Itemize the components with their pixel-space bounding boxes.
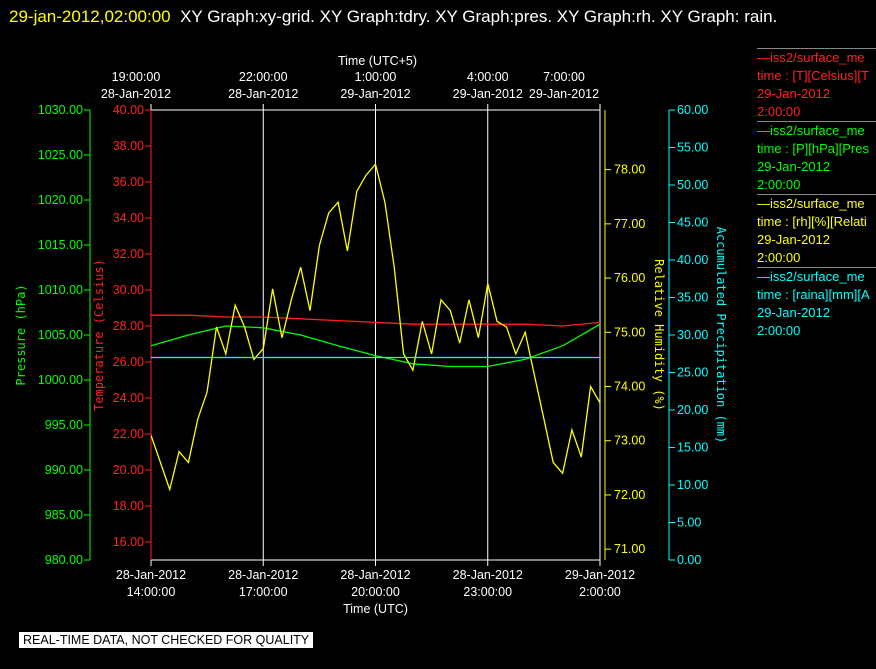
precip-tick-label: 50.00 [677,178,708,192]
x-tick-label-date: 29-Jan-2012 [565,568,635,582]
legend-text: 29-Jan-2012 [757,305,830,320]
temperature-tick-label: 20.00 [113,463,144,477]
precip-axis-title: Accumulated Precipitation (mm) [714,227,728,444]
legend-text: time : [raina][mm][A [757,287,870,302]
pressure-tick-label: 1005.00 [38,328,83,342]
legend-text: 2:00:00 [757,250,801,265]
pressure-tick-label: 990.00 [45,463,83,477]
top-tick-label-time: 22:00:00 [239,70,288,84]
header-timestamp: 29-jan-2012,02:00:00 [9,7,171,26]
pressure-tick-label: 1020.00 [38,193,83,207]
quality-disclaimer: REAL-TIME DATA, NOT CHECKED FOR QUALITY [19,632,314,648]
top-tick-label-time: 7:00:00 [543,70,585,84]
pressure-tick-label: 1010.00 [38,283,83,297]
legend-text: time : [rh][%][Relati [757,214,867,229]
legend-text: 2:00:00 [757,104,801,119]
legend-text: 29-Jan-2012 [757,86,830,101]
humidity-tick-label: 71.00 [614,542,645,556]
humidity-tick-label: 75.00 [614,325,645,339]
precip-tick-label: 25.00 [677,366,708,380]
humidity-axis-title: Relative Humidity (%) [652,259,666,411]
x-tick-label-date: 28-Jan-2012 [453,568,523,582]
legend-text: 2:00:00 [757,323,801,338]
top-tick-label-time: 1:00:00 [355,70,397,84]
temperature-tick-label: 32.00 [113,247,144,261]
temperature-axis-title: Temperature (Celsius) [92,259,106,411]
humidity-tick-label: 78.00 [614,163,645,177]
temperature-tick-label: 22.00 [113,427,144,441]
humidity-tick-label: 74.00 [614,380,645,394]
legend-text: time : [P][hPa][Pres [757,141,869,156]
pressure-tick-label: 995.00 [45,418,83,432]
temperature-tick-label: 34.00 [113,211,144,225]
legend-text: —iss2/surface_me [757,123,865,138]
top-tick-label-date: 29-Jan-2012 [453,87,523,101]
precip-tick-label: 60.00 [677,103,708,117]
pressure-tick-label: 980.00 [45,553,83,567]
series-line-pres [151,323,600,368]
temperature-tick-label: 24.00 [113,391,144,405]
pressure-tick-label: 1015.00 [38,238,83,252]
precip-tick-label: 40.00 [677,253,708,267]
legend-text: 29-Jan-2012 [757,159,830,174]
temperature-tick-label: 40.00 [113,103,144,117]
legend-text: —iss2/surface_me [757,269,865,284]
pressure-tick-label: 1000.00 [38,373,83,387]
precip-tick-label: 5.00 [677,516,701,530]
temperature-tick-label: 38.00 [113,139,144,153]
x-tick-label-time: 23:00:00 [463,585,512,599]
precip-tick-label: 20.00 [677,403,708,417]
top-tick-label-date: 28-Jan-2012 [101,87,171,101]
top-tick-label-time: 4:00:00 [467,70,509,84]
humidity-tick-label: 73.00 [614,434,645,448]
top-axis-title: Time (UTC+5) [338,54,417,68]
page-header: 29-jan-2012,02:00:00 XY Graph:xy-grid. X… [9,2,859,32]
precip-tick-label: 10.00 [677,478,708,492]
precip-tick-label: 55.00 [677,141,708,155]
x-tick-label-time: 2:00:00 [579,585,621,599]
humidity-tick-label: 76.00 [614,271,645,285]
precip-tick-label: 30.00 [677,328,708,342]
pressure-tick-label: 985.00 [45,508,83,522]
temperature-tick-label: 18.00 [113,499,144,513]
precip-tick-label: 45.00 [677,216,708,230]
legend-text: 2:00:00 [757,177,801,192]
temperature-tick-label: 26.00 [113,355,144,369]
legend-text: —iss2/surface_me [757,196,865,211]
legend-text: 29-Jan-2012 [757,232,830,247]
legend-text: time : [T][Celsius][T [757,68,869,83]
x-tick-label-time: 17:00:00 [239,585,288,599]
temperature-tick-label: 30.00 [113,283,144,297]
header-title: XY Graph:xy-grid. XY Graph:tdry. XY Grap… [180,7,778,26]
pressure-tick-label: 1025.00 [38,148,83,162]
pressure-axis-title: Pressure (hPa) [14,284,28,385]
top-tick-label-date: 28-Jan-2012 [228,87,298,101]
top-tick-label-date: 29-Jan-2012 [529,87,599,101]
top-tick-label-date: 29-Jan-2012 [340,87,410,101]
x-tick-label-date: 28-Jan-2012 [116,568,186,582]
humidity-tick-label: 77.00 [614,217,645,231]
series-line-tdry [151,314,600,327]
humidity-tick-label: 72.00 [614,488,645,502]
legend-text: —iss2/surface_me [757,50,865,65]
temperature-tick-label: 36.00 [113,175,144,189]
x-tick-label-time: 14:00:00 [127,585,176,599]
temperature-tick-label: 16.00 [113,535,144,549]
x-tick-label-date: 28-Jan-2012 [228,568,298,582]
series-line-rh [151,162,600,492]
precip-tick-label: 0.00 [677,553,701,567]
x-tick-label-time: 20:00:00 [351,585,400,599]
pressure-tick-label: 1030.00 [38,103,83,117]
temperature-tick-label: 28.00 [113,319,144,333]
x-tick-label-date: 28-Jan-2012 [340,568,410,582]
precip-tick-label: 15.00 [677,441,708,455]
top-tick-label-time: 19:00:00 [112,70,161,84]
precip-tick-label: 35.00 [677,291,708,305]
x-axis-title: Time (UTC) [343,602,408,616]
